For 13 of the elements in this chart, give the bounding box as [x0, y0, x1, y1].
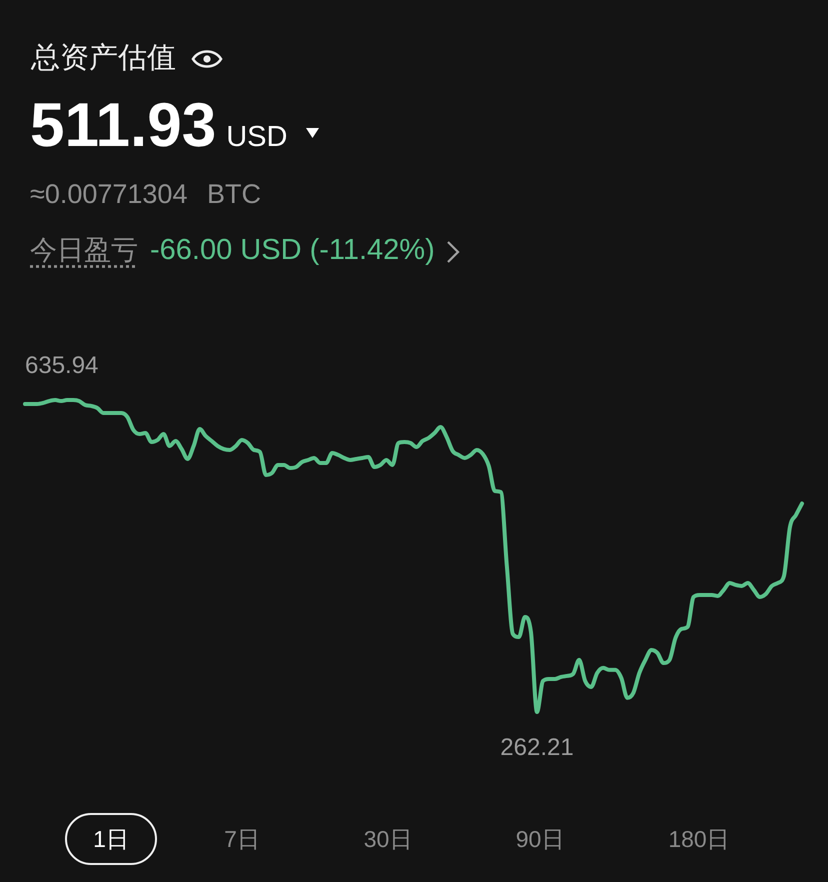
- text: 30日: [364, 826, 412, 852]
- chart-title: 总资产估值: [31, 42, 176, 74]
- text: 今日盈亏: [30, 235, 138, 265]
- text: USD: [226, 121, 288, 153]
- text: 90日: [516, 826, 564, 852]
- text: 7日: [224, 826, 260, 852]
- text: 180日: [668, 826, 730, 852]
- selected-tab: 1日: [65, 813, 157, 865]
- text: ≈0.00771304 BTC: [30, 179, 261, 209]
- data-label: 635.94: [25, 352, 98, 379]
- text: -66.00 USD (-11.42%): [150, 234, 435, 266]
- data-label: 262.21: [500, 734, 574, 761]
- chart-subtitle: 511.93: [30, 91, 216, 160]
